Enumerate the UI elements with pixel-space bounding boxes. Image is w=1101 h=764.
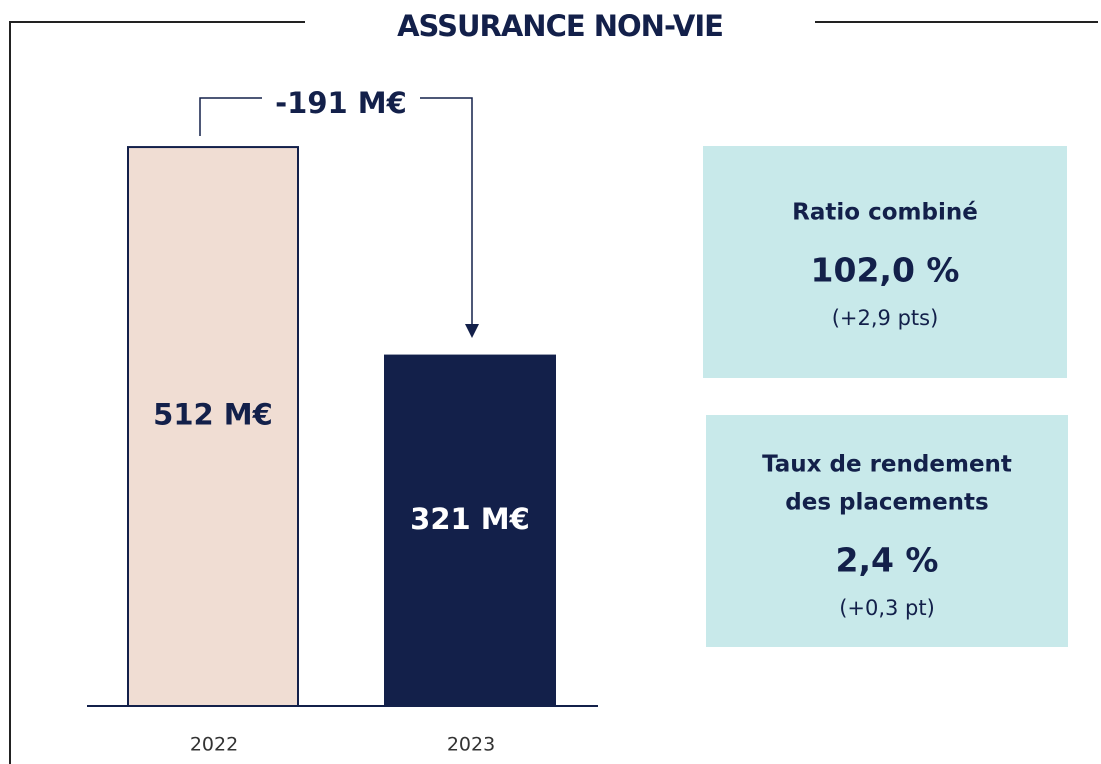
bracket [420, 97, 473, 326]
kpi-title: des placements [785, 490, 989, 516]
kpi-title: Ratio combiné [792, 200, 978, 226]
kpi-box [703, 146, 1067, 378]
x-tick-label: 2023 [447, 734, 495, 756]
data-label: 512 M€ [153, 398, 273, 432]
data-label: 321 M€ [410, 502, 530, 536]
difference-annotation: -191 M€ [275, 86, 407, 120]
chart-title: ASSURANCE NON-VIE [397, 9, 723, 43]
arrow-head [465, 324, 479, 338]
bracket [199, 97, 262, 136]
kpi-change: (+0,3 pt) [839, 596, 935, 620]
bar [384, 354, 556, 707]
bar [127, 146, 299, 708]
kpi-title: Taux de rendement [762, 452, 1012, 478]
kpi-box [706, 415, 1068, 647]
kpi-change: (+2,9 pts) [832, 306, 939, 330]
x-tick-label: 2022 [190, 734, 238, 756]
kpi-value: 2,4 % [835, 541, 938, 580]
kpi-value: 102,0 % [811, 251, 960, 290]
